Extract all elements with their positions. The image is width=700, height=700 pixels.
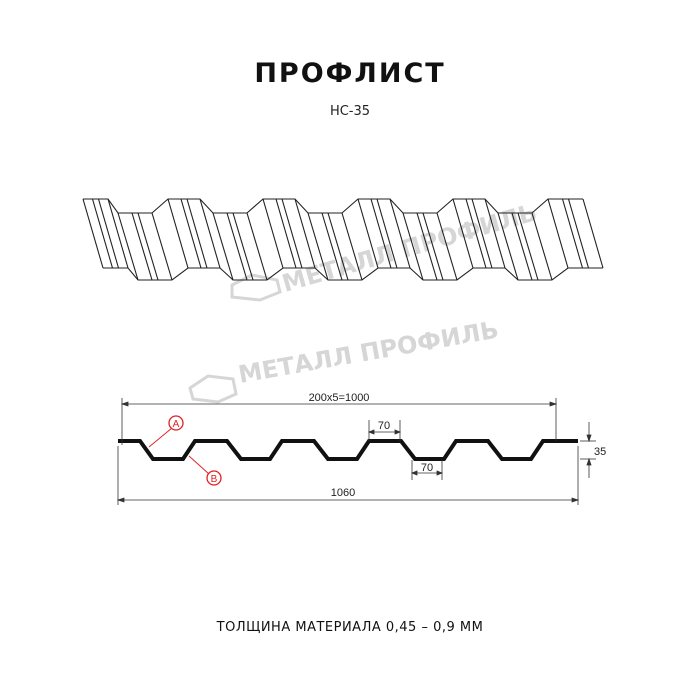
- material-thickness: ТОЛЩИНА МАТЕРИАЛА 0,45 – 0,9 ММ: [216, 620, 484, 635]
- marker-b: B: [188, 455, 222, 486]
- svg-text:A: A: [173, 419, 180, 430]
- svg-text:B: B: [211, 474, 218, 485]
- dim-pitch-total: 200x5=1000: [309, 392, 370, 404]
- sheet-cross-section: [118, 439, 578, 461]
- profile-model: НС-35: [329, 104, 371, 119]
- watermark-bottom: МЕТАЛЛ ПРОФИЛЬ: [188, 316, 501, 404]
- dim-height: 35: [594, 446, 606, 458]
- dim-bottom-flat: 70: [421, 462, 433, 474]
- dim-full-width: 1060: [331, 487, 355, 499]
- dim-top-flat: 70: [378, 420, 390, 432]
- sheet-perspective-view: [82, 198, 604, 281]
- marker-a: A: [148, 415, 184, 448]
- svg-text:МЕТАЛЛ ПРОФИЛЬ: МЕТАЛЛ ПРОФИЛЬ: [236, 316, 500, 389]
- page-title: ПРОФЛИСТ: [254, 58, 446, 89]
- dimension-lines: [116, 398, 596, 505]
